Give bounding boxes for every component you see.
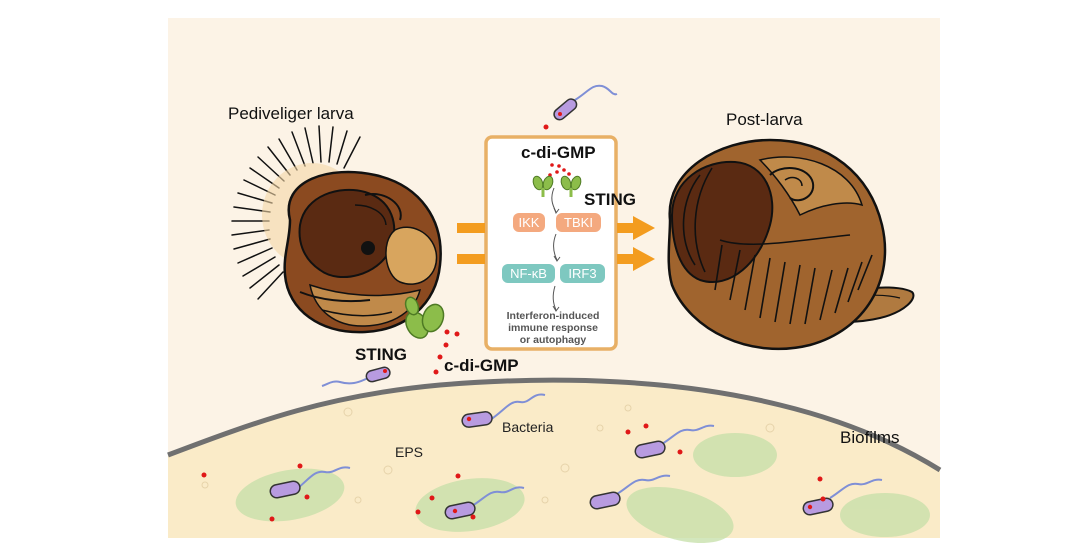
irf3-box (560, 264, 605, 283)
nfkb-label: NF-κB (510, 266, 547, 281)
outcome-line-1: Interferon-induced (507, 310, 600, 322)
eps-matrix-blobs (235, 433, 930, 544)
outcome-line-3: or autophagy (520, 334, 587, 346)
pathway-cdigmp-label: c-di-GMP (521, 143, 596, 162)
bacterium (444, 486, 525, 520)
biofilm-bubbles (201, 404, 775, 504)
outcome-line-2: immune response (508, 322, 598, 334)
sting-receptor-icon (560, 175, 582, 197)
pathway-sting-label: STING (584, 190, 636, 209)
cdigmp-dots-box (548, 163, 571, 177)
post-larva-label: Post-larva (726, 110, 803, 129)
larva-eyespot (361, 241, 375, 255)
sting-label-larva: STING (355, 345, 407, 364)
tbki-box (556, 213, 601, 232)
ikk-box (513, 213, 545, 232)
bacteria-label: Bacteria (502, 419, 554, 435)
bacterium-top (543, 84, 618, 130)
eps-label: EPS (395, 444, 423, 460)
biofilm-surface-line (167, 377, 942, 473)
cdigmp-dots-biofilm (201, 423, 826, 522)
cdigmp-dots-larva (433, 329, 460, 375)
sting-receptor-larva (404, 296, 445, 339)
bacterium (802, 478, 883, 516)
transition-arrows (457, 216, 655, 271)
bacterium (269, 466, 351, 499)
bacterium (589, 474, 671, 510)
ikk-label: IKK (519, 215, 540, 230)
irf3-label: IRF3 (568, 266, 596, 281)
bacterium-near-larva (321, 366, 391, 387)
pathway-arrows (551, 187, 561, 312)
pediveliger-larva-label: Pediveliger larva (228, 104, 354, 123)
sting-pathway-box (484, 135, 618, 351)
post-larva-shell (667, 138, 915, 351)
biofilms-label: Biofilms (840, 428, 900, 447)
sting-receptor-icon (532, 175, 554, 197)
cdigmp-label-larva: c-di-GMP (444, 356, 519, 375)
bacterium (461, 393, 546, 428)
bacterium (634, 424, 715, 459)
nfkb-box (502, 264, 555, 283)
tbki-label: TBKI (564, 215, 593, 230)
pediveliger-larva-shell (283, 170, 442, 334)
